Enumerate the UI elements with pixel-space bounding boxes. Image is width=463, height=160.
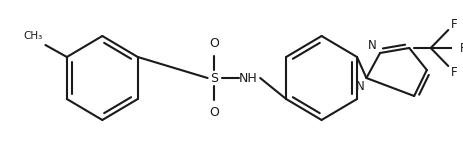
- Text: O: O: [209, 107, 219, 120]
- Text: S: S: [210, 72, 218, 84]
- Text: CH₃: CH₃: [23, 31, 43, 41]
- Text: N: N: [356, 80, 364, 92]
- Text: NH: NH: [238, 72, 257, 84]
- Text: N: N: [367, 39, 376, 52]
- Text: O: O: [209, 36, 219, 49]
- Text: F: F: [450, 65, 457, 79]
- Text: F: F: [450, 17, 457, 31]
- Text: F: F: [458, 41, 463, 55]
